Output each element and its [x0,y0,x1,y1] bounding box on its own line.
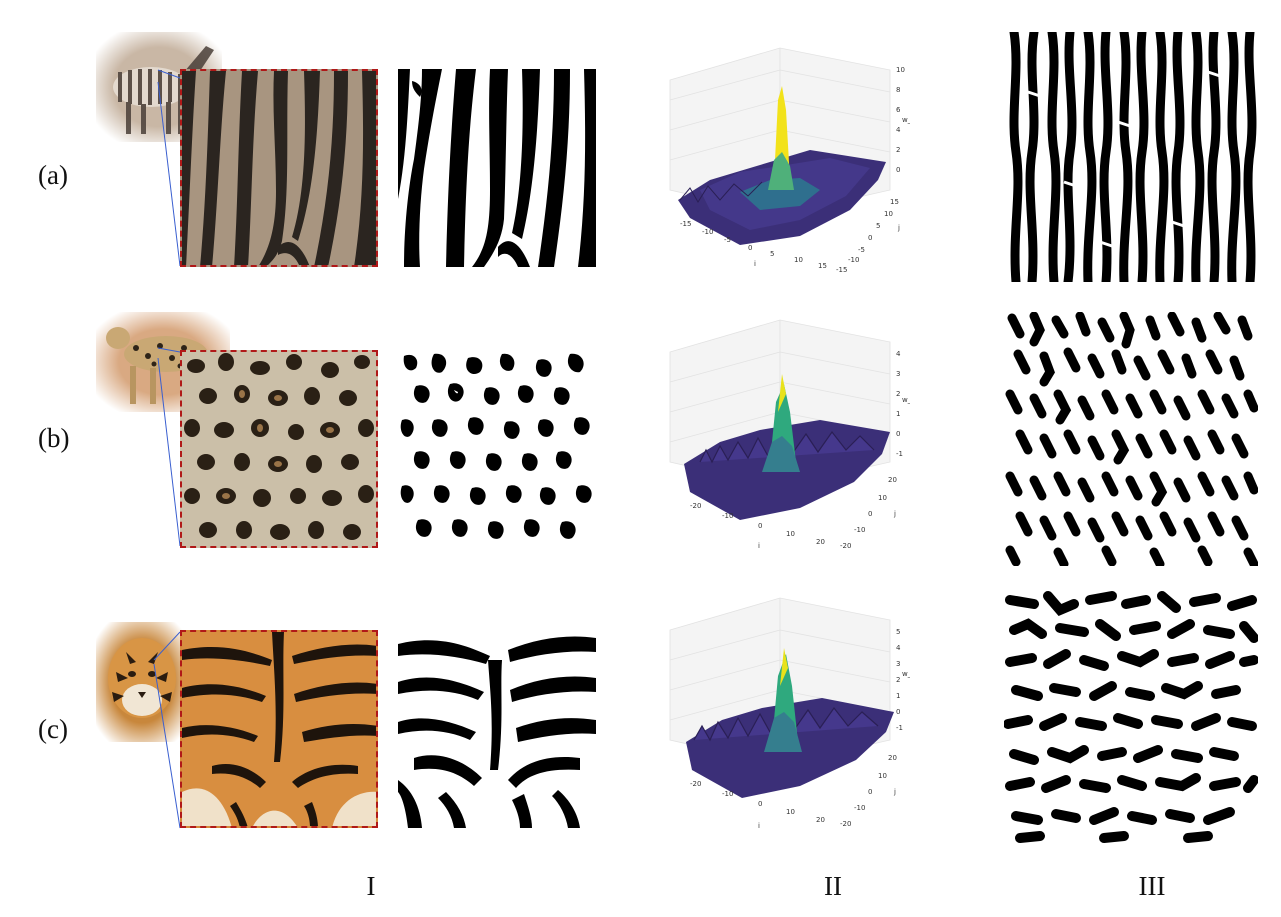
svg-text:0: 0 [896,430,900,438]
column-label-ii: II [824,871,842,901]
svg-text:5: 5 [770,250,774,258]
svg-text:20: 20 [888,476,897,484]
svg-text:0: 0 [868,510,872,518]
svg-text:1: 1 [896,410,900,418]
svg-text:-20: -20 [690,780,701,788]
svg-text:w_ij: w_ij [902,116,910,124]
svg-text:0: 0 [868,234,872,242]
zoom-connector-a [157,69,181,267]
svg-text:0: 0 [748,244,752,252]
zebra-binary-pattern [398,69,596,267]
svg-text:10: 10 [786,530,795,538]
weight-surface-plot-a: 10 8 6 4 2 0 -15 -10 -5 0 5 10 15 15 10 … [650,40,910,280]
svg-text:j: j [893,788,896,796]
svg-text:i: i [754,260,756,268]
svg-text:20: 20 [816,538,825,546]
svg-text:10: 10 [794,256,803,264]
svg-text:15: 15 [890,198,899,206]
svg-text:5: 5 [876,222,880,230]
surface-c [686,648,894,798]
svg-text:j: j [893,510,896,518]
generated-tiger-pattern-c [1004,590,1258,844]
svg-text:8: 8 [896,86,900,94]
svg-text:j: j [897,224,900,232]
svg-text:10: 10 [786,808,795,816]
weight-surface-plot-b: 4 3 2 1 0 -1 -20 -10 0 10 20 20 10 0 -10… [650,312,910,560]
leopard-crop [180,350,378,548]
svg-text:-10: -10 [702,228,713,236]
svg-text:w_ij: w_ij [902,396,910,404]
row-label-b: (b) [38,423,70,453]
column-label-iii: III [1138,871,1166,901]
svg-text:3: 3 [896,370,900,378]
svg-text:20: 20 [888,754,897,762]
zebra-crop [180,69,378,267]
svg-text:20: 20 [816,816,825,824]
svg-text:5: 5 [896,628,900,636]
tiger-binary-pattern [398,630,596,828]
svg-text:0: 0 [896,708,900,716]
svg-text:0: 0 [758,800,762,808]
svg-text:10: 10 [896,66,905,74]
row-label-c: (c) [38,714,68,744]
svg-text:i: i [758,542,760,550]
svg-text:-10: -10 [848,256,859,264]
svg-text:6: 6 [896,106,901,114]
svg-text:3: 3 [896,660,900,668]
leopard-binary-pattern [398,350,596,548]
svg-text:w_ij: w_ij [902,670,910,678]
svg-text:-10: -10 [854,804,865,812]
generated-stripe-pattern-a [1006,32,1258,282]
svg-text:4: 4 [896,126,901,134]
svg-text:-1: -1 [896,450,903,458]
svg-text:-1: -1 [896,724,903,732]
tiger-crop [180,630,378,828]
svg-text:10: 10 [878,494,887,502]
svg-text:1: 1 [896,692,900,700]
column-label-i: I [366,871,376,901]
svg-text:-15: -15 [680,220,691,228]
svg-text:i: i [758,822,760,830]
surface-b [684,374,890,520]
svg-text:-10: -10 [722,790,733,798]
svg-text:15: 15 [818,262,827,270]
zoom-connector-b [157,347,181,547]
generated-spot-pattern-b [1004,312,1258,566]
svg-text:-20: -20 [690,502,701,510]
svg-text:2: 2 [896,146,900,154]
svg-text:2: 2 [896,676,900,684]
svg-text:-5: -5 [858,246,865,254]
svg-text:-10: -10 [722,512,733,520]
zoom-connector-c [153,631,181,829]
svg-text:0: 0 [896,166,900,174]
svg-text:-20: -20 [840,820,851,828]
svg-text:-10: -10 [854,526,865,534]
svg-text:-15: -15 [836,266,847,274]
svg-text:0: 0 [758,522,762,530]
svg-text:4: 4 [896,350,901,358]
row-label-a: (a) [38,160,68,190]
svg-text:10: 10 [878,772,887,780]
surface-a [678,86,886,245]
svg-text:-20: -20 [840,542,851,550]
svg-text:-5: -5 [724,236,731,244]
svg-text:4: 4 [896,644,901,652]
weight-surface-plot-c: 5 4 3 2 1 0 -1 -20 -10 0 10 20 20 10 0 -… [650,590,910,840]
svg-text:2: 2 [896,390,900,398]
svg-text:10: 10 [884,210,893,218]
svg-text:0: 0 [868,788,872,796]
